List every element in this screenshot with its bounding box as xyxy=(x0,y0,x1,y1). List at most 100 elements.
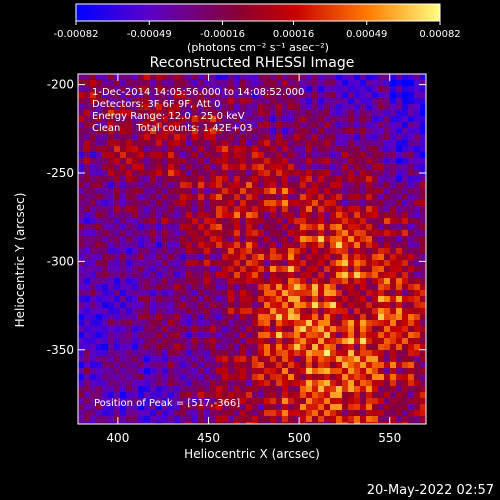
heatmap-cell xyxy=(240,284,246,290)
heatmap-cell xyxy=(108,152,114,158)
heatmap-cell xyxy=(384,146,390,152)
heatmap-cell xyxy=(300,410,306,416)
heatmap-cell xyxy=(234,362,240,368)
heatmap-cell xyxy=(204,254,210,260)
heatmap-cell xyxy=(276,74,282,80)
heatmap-cell xyxy=(384,170,390,176)
heatmap-cell xyxy=(180,218,186,224)
heatmap-cell xyxy=(282,362,288,368)
heatmap-cell xyxy=(378,380,384,386)
heatmap-cell xyxy=(234,350,240,356)
heatmap-cell xyxy=(102,236,108,242)
heatmap-cell xyxy=(306,248,312,254)
heatmap-cell xyxy=(114,218,120,224)
heatmap-cell xyxy=(366,314,372,320)
heatmap-cell xyxy=(396,320,402,326)
heatmap-cell xyxy=(384,206,390,212)
heatmap-cell xyxy=(378,140,384,146)
heatmap-cell xyxy=(108,362,114,368)
heatmap-cell xyxy=(324,110,330,116)
heatmap-cell xyxy=(336,314,342,320)
heatmap-cell xyxy=(150,266,156,272)
heatmap-cell xyxy=(84,92,90,98)
heatmap-cell xyxy=(210,380,216,386)
heatmap-cell xyxy=(216,188,222,194)
heatmap-cell xyxy=(354,296,360,302)
heatmap-cell xyxy=(396,266,402,272)
heatmap-cell xyxy=(342,326,348,332)
heatmap-cell xyxy=(384,230,390,236)
heatmap-cell xyxy=(84,242,90,248)
heatmap-cell xyxy=(96,314,102,320)
heatmap-cell xyxy=(192,146,198,152)
heatmap-cell xyxy=(108,338,114,344)
heatmap-cell xyxy=(132,308,138,314)
heatmap-cell xyxy=(114,416,120,422)
heatmap-cell xyxy=(78,86,84,92)
heatmap-cell xyxy=(360,338,366,344)
heatmap-cell xyxy=(270,236,276,242)
heatmap-cell xyxy=(342,230,348,236)
heatmap-cell xyxy=(222,80,228,86)
heatmap-cell xyxy=(396,386,402,392)
heatmap-cell xyxy=(234,392,240,398)
heatmap-cell xyxy=(396,224,402,230)
heatmap-cell xyxy=(258,92,264,98)
heatmap-cell xyxy=(378,152,384,158)
heatmap-cell xyxy=(180,128,186,134)
heatmap-cell xyxy=(288,110,294,116)
heatmap-cell xyxy=(162,92,168,98)
heatmap-cell xyxy=(372,230,378,236)
heatmap-cell xyxy=(78,158,84,164)
heatmap-cell xyxy=(324,410,330,416)
heatmap-cell xyxy=(366,170,372,176)
y-axis-label: Heliocentric Y (arcsec) xyxy=(13,193,27,328)
heatmap-cell xyxy=(204,194,210,200)
heatmap-cell xyxy=(210,182,216,188)
heatmap-cell xyxy=(354,266,360,272)
heatmap-cell xyxy=(258,398,264,404)
heatmap-cell xyxy=(210,278,216,284)
heatmap-cell xyxy=(246,248,252,254)
heatmap-cell xyxy=(258,248,264,254)
heatmap-cell xyxy=(222,266,228,272)
heatmap-cell xyxy=(138,158,144,164)
heatmap-cell xyxy=(108,230,114,236)
heatmap-cell xyxy=(330,92,336,98)
heatmap-cell xyxy=(108,140,114,146)
heatmap-cell xyxy=(162,272,168,278)
heatmap-cell xyxy=(186,158,192,164)
heatmap-cell xyxy=(180,188,186,194)
heatmap-cell xyxy=(396,134,402,140)
heatmap-cell xyxy=(288,338,294,344)
heatmap-cell xyxy=(198,422,204,424)
heatmap-cell xyxy=(366,146,372,152)
heatmap-cell xyxy=(348,140,354,146)
heatmap-cell xyxy=(264,350,270,356)
heatmap-cell xyxy=(294,146,300,152)
heatmap-cell xyxy=(90,170,96,176)
heatmap-cell xyxy=(300,332,306,338)
heatmap-cell xyxy=(318,152,324,158)
heatmap-cell xyxy=(372,278,378,284)
heatmap-cell xyxy=(258,308,264,314)
heatmap-cell xyxy=(390,110,396,116)
heatmap-cell xyxy=(144,314,150,320)
heatmap-cell xyxy=(300,302,306,308)
heatmap-cell xyxy=(174,74,180,80)
heatmap-cell xyxy=(168,92,174,98)
heatmap-cell xyxy=(396,260,402,266)
heatmap-cell xyxy=(252,146,258,152)
heatmap-cell xyxy=(288,308,294,314)
heatmap-cell xyxy=(126,278,132,284)
heatmap-cell xyxy=(420,206,426,212)
heatmap-cell xyxy=(336,242,342,248)
heatmap-cell xyxy=(90,206,96,212)
heatmap-cell xyxy=(204,242,210,248)
heatmap-cell xyxy=(234,158,240,164)
heatmap-cell xyxy=(294,104,300,110)
heatmap-cell xyxy=(324,374,330,380)
heatmap-cell xyxy=(306,326,312,332)
heatmap-cell xyxy=(204,350,210,356)
heatmap-cell xyxy=(390,416,396,422)
